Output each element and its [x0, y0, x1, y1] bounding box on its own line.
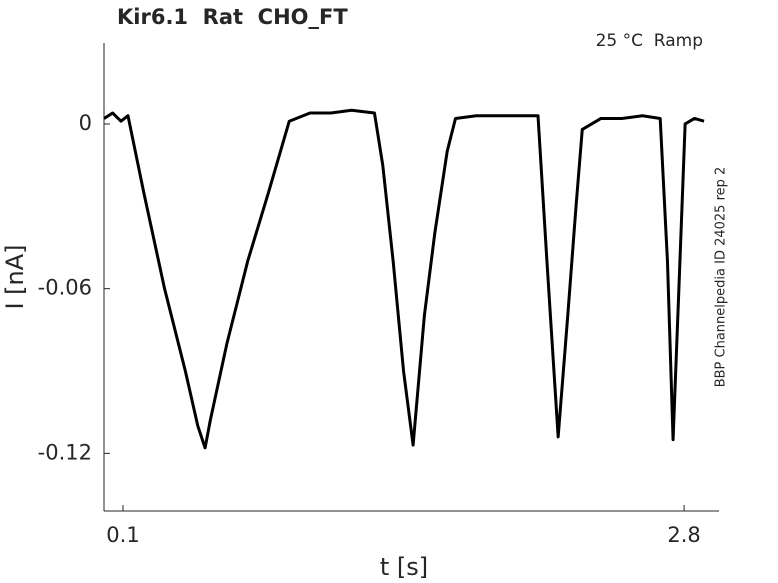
y-tick-label: -0.06 — [38, 276, 92, 300]
y-axis-label: I [nA] — [1, 244, 29, 309]
x-tick-label: 0.1 — [106, 523, 139, 547]
x-axis-label: t [s] — [380, 553, 428, 581]
trace — [103, 108, 705, 450]
y-tick-label: -0.12 — [38, 440, 92, 464]
side-note: BBP Channelpedia ID 24025 rep 2 — [714, 167, 729, 388]
x-tick-label: 2.8 — [667, 523, 700, 547]
y-tick-label: 0 — [79, 111, 92, 135]
chart-title: Kir6.1 Rat CHO_FT — [117, 5, 348, 29]
annotation: 25 °C Ramp — [596, 31, 703, 51]
